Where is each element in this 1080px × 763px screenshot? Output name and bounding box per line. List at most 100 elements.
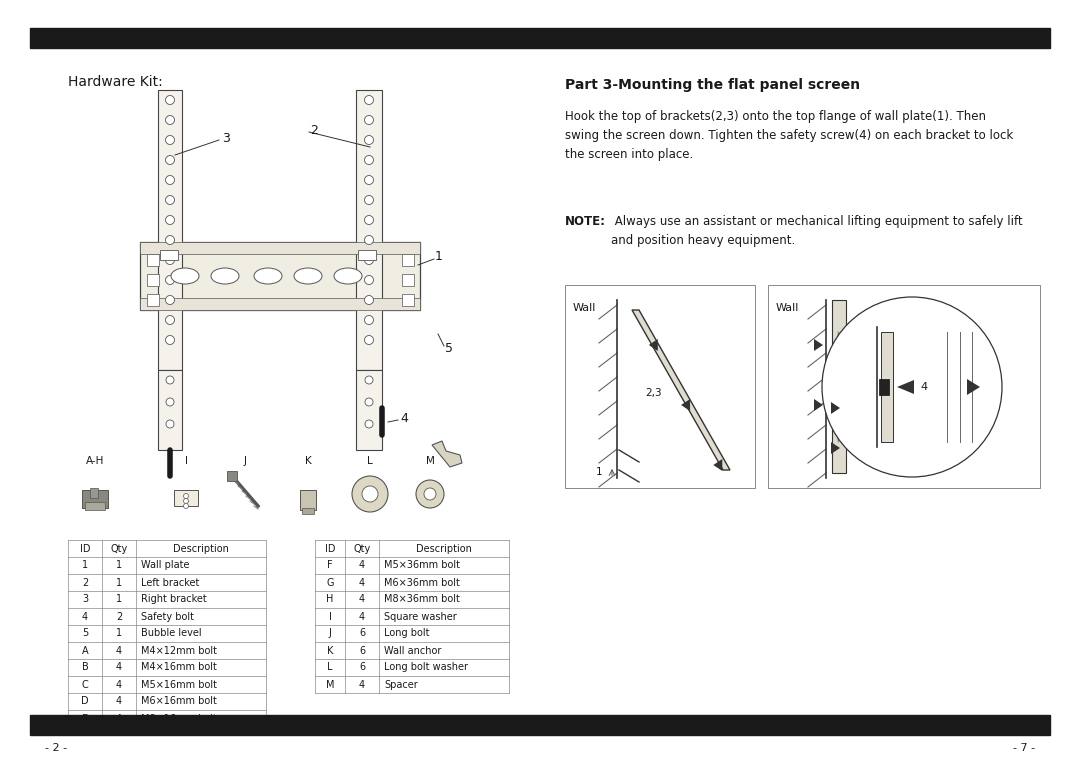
Text: ID: ID: [325, 543, 335, 553]
Bar: [82, 490, 108, 508]
Polygon shape: [831, 442, 840, 454]
Ellipse shape: [211, 268, 239, 284]
Ellipse shape: [254, 268, 282, 284]
Polygon shape: [432, 441, 462, 467]
Text: - 2 -: - 2 -: [45, 743, 67, 753]
Text: ID: ID: [80, 543, 91, 553]
Text: I: I: [185, 456, 188, 466]
Circle shape: [165, 195, 175, 204]
Text: 4: 4: [359, 561, 365, 571]
Text: L: L: [367, 456, 373, 466]
Text: 4: 4: [359, 680, 365, 690]
Circle shape: [365, 275, 374, 285]
Polygon shape: [681, 399, 690, 411]
Text: Always use an assistant or mechanical lifting equipment to safely lift
and posit: Always use an assistant or mechanical li…: [611, 215, 1023, 247]
Text: D: D: [81, 697, 89, 707]
Circle shape: [165, 295, 175, 304]
Text: Description: Description: [173, 543, 229, 553]
Text: 4: 4: [116, 645, 122, 655]
Text: Wall anchor: Wall anchor: [384, 645, 442, 655]
Bar: [565, 285, 755, 488]
Text: M: M: [326, 680, 334, 690]
Circle shape: [165, 275, 175, 285]
Text: 6: 6: [359, 662, 365, 672]
Polygon shape: [897, 380, 914, 394]
Ellipse shape: [334, 268, 362, 284]
Text: 1: 1: [435, 250, 443, 263]
Circle shape: [365, 156, 374, 165]
Text: 2: 2: [310, 124, 318, 137]
Bar: [140, 242, 420, 254]
Circle shape: [184, 494, 189, 498]
Circle shape: [365, 376, 373, 384]
Text: A: A: [82, 645, 89, 655]
Text: 3: 3: [82, 594, 89, 604]
Text: Long bolt: Long bolt: [384, 629, 430, 639]
Circle shape: [165, 156, 175, 165]
Circle shape: [166, 376, 174, 384]
Text: M: M: [426, 456, 434, 466]
Text: Long bolt washer: Long bolt washer: [384, 662, 468, 672]
Text: Qty: Qty: [353, 543, 370, 553]
Circle shape: [365, 236, 374, 244]
Text: L: L: [327, 662, 333, 672]
Circle shape: [184, 504, 189, 508]
Circle shape: [165, 115, 175, 124]
Polygon shape: [649, 339, 658, 351]
Text: Qty: Qty: [110, 543, 127, 553]
Text: 4: 4: [400, 411, 408, 424]
Circle shape: [365, 215, 374, 224]
Text: Wall: Wall: [777, 303, 799, 313]
Text: I: I: [328, 611, 332, 622]
Bar: [174, 490, 198, 506]
Polygon shape: [967, 379, 980, 395]
Text: 4: 4: [116, 680, 122, 690]
Text: 1: 1: [596, 467, 603, 477]
Circle shape: [365, 115, 374, 124]
Polygon shape: [632, 310, 730, 470]
Text: M4×16mm bolt: M4×16mm bolt: [141, 662, 217, 672]
Text: Hardware Kit:: Hardware Kit:: [68, 75, 163, 89]
Bar: [158, 370, 183, 450]
Polygon shape: [713, 459, 723, 471]
Text: E: E: [82, 713, 89, 723]
Bar: [30, 715, 1050, 735]
Text: Part 3-Mounting the flat panel screen: Part 3-Mounting the flat panel screen: [565, 78, 860, 92]
Circle shape: [184, 498, 189, 504]
Polygon shape: [814, 399, 823, 411]
Circle shape: [165, 336, 175, 345]
Text: 2: 2: [82, 578, 89, 588]
Circle shape: [165, 236, 175, 244]
Circle shape: [362, 486, 378, 502]
Circle shape: [165, 95, 175, 105]
Text: 4: 4: [116, 713, 122, 723]
Text: 6: 6: [359, 645, 365, 655]
Text: J: J: [243, 456, 246, 466]
Bar: [402, 294, 414, 306]
Text: 5: 5: [82, 629, 89, 639]
Text: 4: 4: [116, 662, 122, 672]
Text: J: J: [328, 629, 332, 639]
Bar: [158, 90, 183, 370]
Polygon shape: [845, 399, 854, 411]
Circle shape: [365, 136, 374, 144]
Text: 2,3: 2,3: [645, 388, 662, 398]
Bar: [140, 242, 420, 310]
Circle shape: [165, 315, 175, 324]
Text: 5: 5: [445, 342, 453, 355]
Circle shape: [365, 336, 374, 345]
Circle shape: [165, 256, 175, 265]
Bar: [85, 502, 105, 510]
Circle shape: [365, 420, 373, 428]
Bar: [140, 298, 420, 310]
Circle shape: [165, 175, 175, 185]
Bar: [356, 90, 382, 370]
Text: Wall: Wall: [573, 303, 596, 313]
Text: Spacer: Spacer: [384, 680, 418, 690]
Bar: [357, 250, 376, 260]
Circle shape: [365, 195, 374, 204]
Polygon shape: [814, 339, 823, 351]
Circle shape: [365, 315, 374, 324]
Text: 1: 1: [116, 578, 122, 588]
Polygon shape: [845, 339, 854, 351]
